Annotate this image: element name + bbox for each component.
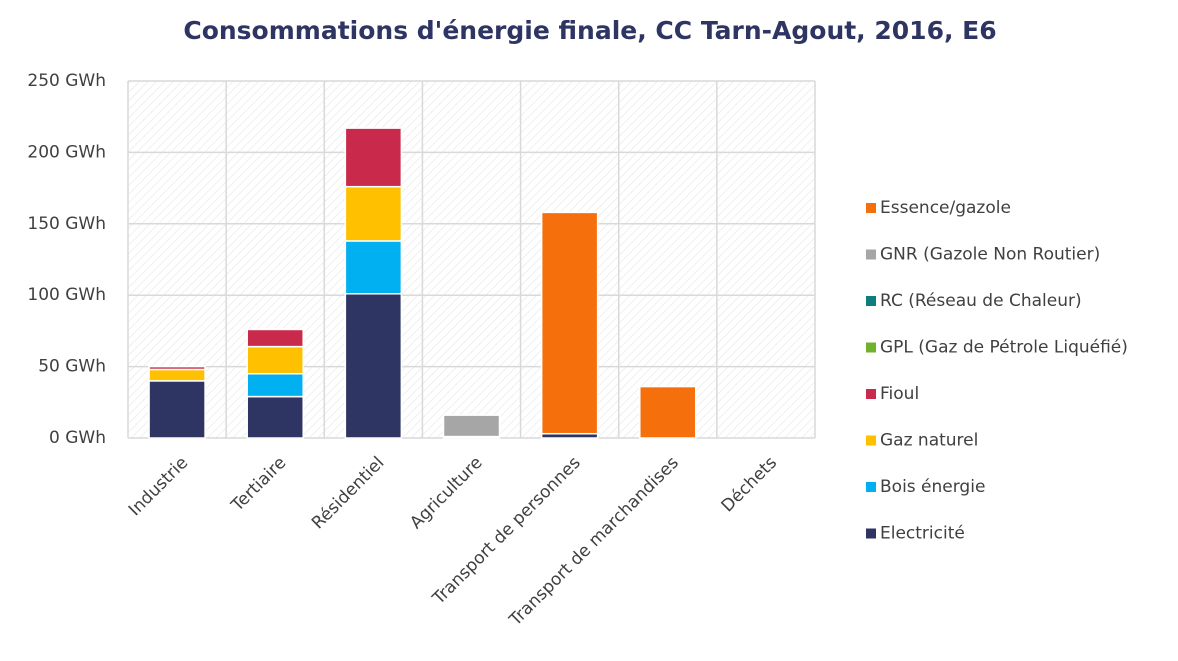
legend-swatch (866, 296, 876, 306)
x-tick-label: Tertiaire (227, 453, 290, 516)
legend-label: GPL (Gaz de Pétrole Liquéfié) (880, 338, 1128, 358)
x-tick-label: Déchets (718, 453, 781, 516)
bar-segment (540, 211, 599, 435)
y-tick-label: 200 GWh (27, 142, 106, 162)
bar-segment (148, 365, 206, 371)
x-tick-label: Agriculture (406, 453, 486, 533)
bar-segment (246, 328, 304, 348)
y-tick-label: 150 GWh (27, 214, 106, 234)
legend-label: Essence/gazole (880, 198, 1011, 218)
legend-label: Gaz naturel (880, 431, 978, 451)
legend-swatch (866, 528, 876, 539)
legend-label: RC (Réseau de Chaleur) (880, 291, 1082, 311)
x-tick-label: Industrie (125, 453, 192, 520)
y-tick-label: 250 GWh (27, 71, 106, 91)
bar-segment (344, 127, 403, 188)
legend-swatch (866, 389, 876, 399)
bar-segment (246, 345, 304, 375)
legend-label: Bois énergie (880, 477, 985, 497)
bar-segment (344, 240, 403, 295)
legend-swatch (866, 342, 876, 353)
bar-segment (246, 395, 304, 439)
legend-swatch (866, 482, 876, 492)
bar-segment (344, 293, 403, 439)
y-tick-label: 50 GWh (38, 357, 106, 377)
bar-segment (246, 372, 304, 398)
legend-label: Fioul (880, 384, 919, 404)
bar-segment (148, 368, 206, 382)
bar-segment (442, 414, 501, 438)
legend-label: GNR (Gazole Non Routier) (880, 245, 1100, 265)
legend-label: Electricité (880, 524, 965, 544)
chart-title: Consommations d'énergie finale, CC Tarn-… (183, 16, 996, 45)
y-tick-label: 0 GWh (49, 428, 106, 448)
plot-background (128, 81, 815, 438)
legend-swatch (866, 435, 876, 446)
bar-segment (344, 185, 403, 242)
legend-swatch (866, 249, 876, 260)
y-tick-label: 100 GWh (27, 285, 106, 305)
x-tick-label: Transport de marchandises (505, 453, 683, 631)
legend-swatch (866, 203, 876, 213)
bar-segment (639, 385, 697, 439)
bar-segment (148, 380, 206, 439)
x-tick-label: Résidentiel (308, 453, 388, 533)
